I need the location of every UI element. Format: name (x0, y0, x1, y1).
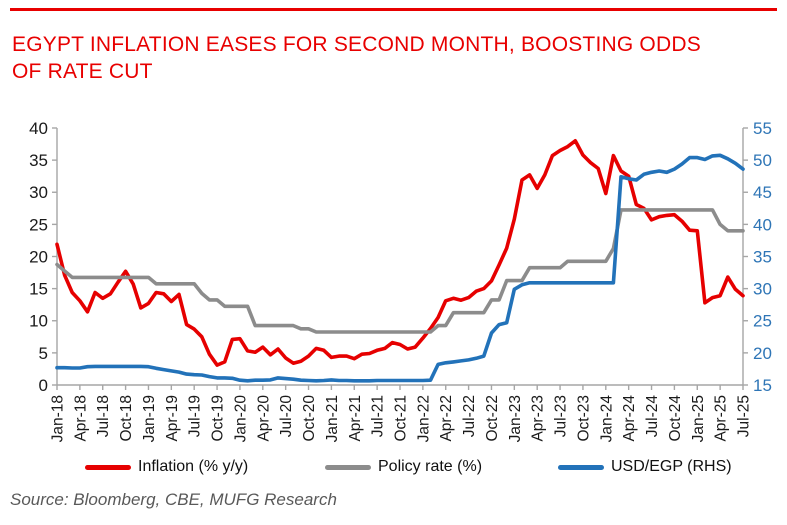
x-axis-label: Jan-23 (507, 395, 524, 442)
x-axis-label: Oct-21 (393, 395, 410, 442)
legend-label-policy-rate: Policy rate (%) (378, 458, 483, 475)
x-axis-label: Oct-22 (484, 395, 501, 442)
legend-swatch-usd-egp (558, 464, 604, 470)
x-axis-label: Jan-21 (324, 395, 341, 442)
x-axis-label: Jan-19 (141, 395, 158, 442)
right-axis-label: 55 (753, 119, 772, 138)
x-axis-label: Jul-22 (461, 395, 478, 437)
x-axis-label: Oct-18 (118, 395, 135, 442)
legend-label-inflation: Inflation (% y/y) (138, 458, 249, 475)
legend-swatch-inflation (85, 464, 131, 470)
x-axis-label: Jul-21 (370, 395, 387, 437)
x-axis-label: Oct-24 (667, 395, 684, 442)
x-axis-label: Jul-19 (187, 395, 204, 437)
line-chart: 0 5 10 15 20 25 30 35 40 15 20 25 30 35 40 45 50 55 Jan-18… (29, 119, 772, 443)
x-axis-label: Apr-23 (530, 395, 547, 442)
series-line-inflation (55, 138, 745, 367)
x-axis-label: Apr-19 (164, 395, 181, 442)
x-axis-label: Oct-20 (301, 395, 318, 442)
x-axis-label: Apr-24 (621, 395, 638, 442)
left-axis-label: 40 (29, 119, 48, 138)
right-axis-label: 40 (753, 215, 772, 234)
left-axis-label: 30 (29, 183, 48, 202)
x-axis-label: Jan-25 (690, 395, 707, 442)
x-axis-label: Oct-23 (575, 395, 592, 442)
page-title-line-2: OF RATE CUT (12, 60, 153, 83)
legend-item-usd-egp: USD/EGP (RHS) (558, 455, 732, 479)
legend-swatch-policy-rate (325, 464, 371, 470)
x-axis-label: Jul-20 (278, 395, 295, 438)
x-axis-label: Apr-21 (347, 395, 364, 442)
legend-item-policy-rate: Policy rate (%) (325, 455, 482, 479)
left-axis-label: 15 (29, 280, 48, 299)
left-axis-label: 10 (29, 312, 48, 331)
right-axis-label: 45 (753, 183, 772, 202)
chart-legend: Inflation (% y/y) Policy rate (%) USD/EG… (0, 455, 787, 479)
page-title: EGYPT INFLATION EASES FOR SECOND MONTH, … (12, 31, 782, 85)
right-axis-label: 20 (753, 344, 772, 363)
x-axis-label: Apr-18 (72, 395, 89, 442)
x-axis-label: Apr-22 (438, 395, 455, 442)
x-axis-label: Apr-20 (255, 395, 272, 442)
x-axis-label: Jan-24 (598, 395, 615, 443)
x-axis-label: Jul-23 (553, 395, 570, 437)
x-axis-label: Apr-25 (713, 395, 730, 442)
x-axis-label: Jan-20 (232, 395, 249, 443)
left-axis-label: 20 (29, 247, 48, 266)
left-axis-label: 25 (29, 215, 48, 234)
x-axis-label: Jul-24 (644, 395, 661, 438)
x-axis-label: Jan-18 (50, 395, 67, 442)
top-rule (10, 8, 777, 11)
left-axis-label: 0 (39, 376, 48, 395)
right-axis-label: 30 (753, 280, 772, 299)
right-axis-label: 35 (753, 247, 772, 266)
series-line-usd-egp (55, 153, 745, 383)
series-line-policy-rate (55, 208, 745, 334)
right-axis-label: 25 (753, 312, 772, 331)
right-axis-label: 50 (753, 151, 772, 170)
page-title-line-1: EGYPT INFLATION EASES FOR SECOND MONTH, … (12, 33, 701, 56)
legend-label-usd-egp: USD/EGP (RHS) (611, 458, 732, 475)
left-axis-label: 35 (29, 151, 48, 170)
x-axis-label: Oct-19 (210, 395, 227, 442)
x-axis-label: Jan-22 (415, 395, 432, 442)
x-axis-label: Jul-25 (736, 395, 753, 437)
legend-item-inflation: Inflation (% y/y) (85, 455, 248, 479)
right-axis-label: 15 (753, 376, 772, 395)
x-axis-label: Jul-18 (95, 395, 112, 437)
source-line: Source: Bloomberg, CBE, MUFG Research (10, 490, 337, 509)
left-axis-label: 5 (39, 344, 48, 363)
